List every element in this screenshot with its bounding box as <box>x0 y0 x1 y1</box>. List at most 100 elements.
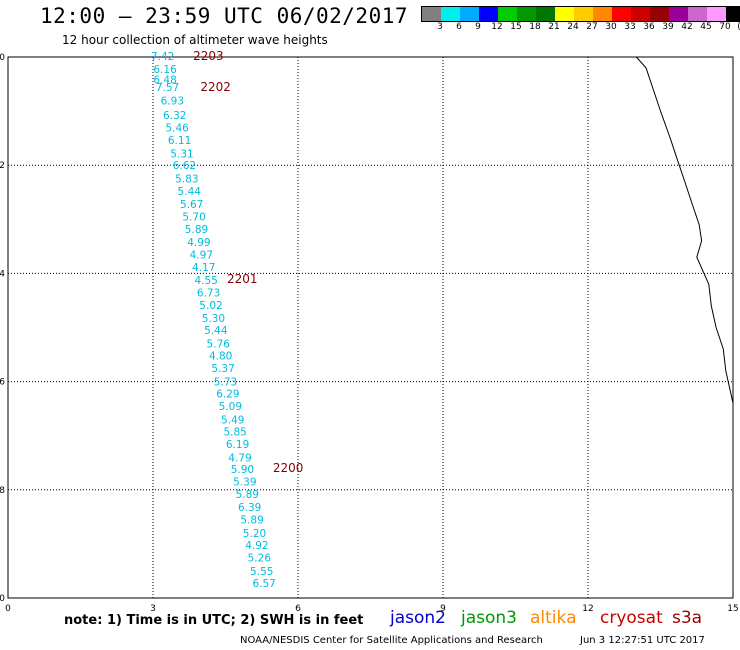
swh-value: 5.49 <box>221 414 244 426</box>
swh-value: 6.93 <box>161 95 184 107</box>
map-subtitle: 12 hour collection of altimeter wave hei… <box>62 33 328 47</box>
color-scale-label: (ft) <box>737 22 740 32</box>
swh-value: 6.29 <box>216 389 239 401</box>
color-scale-label: 42 <box>681 22 693 32</box>
color-scale-cell <box>422 7 441 21</box>
lon-tick-label: 6 <box>295 604 301 614</box>
credit-text: NOAA/NESDIS Center for Satellite Applica… <box>240 635 543 646</box>
lon-tick-label: 15 <box>727 604 738 614</box>
color-scale-cell <box>593 7 612 21</box>
pass-time-label: 2203 <box>193 49 224 63</box>
swh-value: 5.44 <box>178 186 202 198</box>
lat-tick-label: -20 <box>0 53 5 63</box>
swh-value: 5.89 <box>185 224 208 236</box>
swh-value: 5.76 <box>207 339 231 351</box>
note-text: note: 1) Time is in UTC; 2) SWH is in fe… <box>64 613 364 628</box>
color-scale-cell <box>574 7 593 21</box>
color-scale-cell <box>650 7 669 21</box>
swh-value: 5.31 <box>170 148 193 160</box>
swh-value: 5.90 <box>231 464 254 476</box>
lon-tick-label: 12 <box>582 604 593 614</box>
swh-value: 4.99 <box>187 237 210 249</box>
legend-cryosat: cryosat <box>600 608 663 628</box>
color-scale-cell <box>726 7 740 21</box>
color-scale-label: 9 <box>475 22 481 32</box>
swh-value: 6.48 <box>153 75 176 87</box>
swh-value: 5.67 <box>180 199 203 211</box>
color-scale-cell <box>479 7 498 21</box>
color-scale-label: 3 <box>437 22 443 32</box>
swh-value: 5.20 <box>243 528 266 540</box>
map-title: 12:00 — 23:59 UTC 06/02/2017 <box>40 4 409 28</box>
color-scale-label: 39 <box>662 22 674 32</box>
color-scale-cell <box>669 7 688 21</box>
color-scale-label: 36 <box>643 22 655 32</box>
swh-value: 5.09 <box>219 401 242 413</box>
swh-value: 5.70 <box>182 212 205 224</box>
lat-tick-label: -26 <box>0 378 5 388</box>
generated-timestamp: Jun 3 12:27:51 UTC 2017 <box>580 635 705 646</box>
color-scale-cell <box>631 7 650 21</box>
lat-tick-label: -22 <box>0 161 5 171</box>
map-frame <box>7 56 734 599</box>
swh-value: 4.79 <box>228 452 251 464</box>
swh-value: 5.02 <box>199 300 222 312</box>
swh-value: 6.62 <box>173 160 196 172</box>
color-scale-cell <box>612 7 631 21</box>
color-scale-cell <box>688 7 707 21</box>
lon-tick-label: 0 <box>5 604 11 614</box>
swh-value: 5.37 <box>211 363 234 375</box>
color-scale-cell <box>441 7 460 21</box>
color-scale-label: 21 <box>548 22 560 32</box>
color-scale-label: 45 <box>700 22 712 32</box>
color-scale-label: 15 <box>510 22 522 32</box>
color-scale-label: 70 <box>719 22 731 32</box>
pass-time-label: 2200 <box>273 461 304 475</box>
color-scale-label: 30 <box>605 22 617 32</box>
swh-value: 5.89 <box>236 489 259 501</box>
color-scale-label: 12 <box>491 22 503 32</box>
color-scale-cell <box>555 7 574 21</box>
color-scale-label: 18 <box>529 22 541 32</box>
swh-value: 6.73 <box>197 287 220 299</box>
swh-value: 5.30 <box>202 313 225 325</box>
color-scale-label: 6 <box>456 22 462 32</box>
swh-value: 5.39 <box>233 477 256 489</box>
swh-value: 5.44 <box>204 325 228 337</box>
swh-value: 6.39 <box>238 502 261 514</box>
color-scale-label: 27 <box>586 22 598 32</box>
swh-value: 5.83 <box>175 174 198 186</box>
lat-tick-label: -30 <box>0 594 5 604</box>
color-scale-label: 33 <box>624 22 636 32</box>
swh-value: 7.42 <box>151 51 174 63</box>
color-scale-bar <box>421 6 740 22</box>
swh-value: 5.26 <box>248 552 272 564</box>
swh-value: 4.55 <box>194 275 217 287</box>
swh-value: 6.11 <box>168 135 191 147</box>
swh-value: 4.97 <box>190 249 213 261</box>
swh-value: 6.32 <box>163 110 186 122</box>
lat-tick-label: -28 <box>0 486 5 496</box>
color-scale-cell <box>460 7 479 21</box>
swh-value: 5.85 <box>223 426 246 438</box>
swh-value: 5.46 <box>165 122 189 134</box>
pass-time-label: 2202 <box>200 80 231 94</box>
swh-value: 5.73 <box>214 377 237 389</box>
color-scale-cell <box>536 7 555 21</box>
legend-jason2: jason2 <box>390 608 446 628</box>
legend-s3a: s3a <box>672 608 703 628</box>
lat-tick-label: -24 <box>0 269 5 279</box>
lon-tick-label: 9 <box>440 604 446 614</box>
legend-jason3: jason3 <box>461 608 517 628</box>
swh-value: 4.17 <box>192 262 215 274</box>
swh-value: 5.89 <box>240 515 263 527</box>
swh-value: 6.19 <box>226 439 249 451</box>
swh-value: 4.80 <box>209 351 232 363</box>
swh-value: 6.57 <box>252 578 275 590</box>
legend-altika: altika <box>530 608 577 628</box>
color-scale-label: 24 <box>567 22 579 32</box>
coastline <box>635 56 734 404</box>
color-scale-cell <box>498 7 517 21</box>
swh-value: 6.16 <box>153 64 177 76</box>
